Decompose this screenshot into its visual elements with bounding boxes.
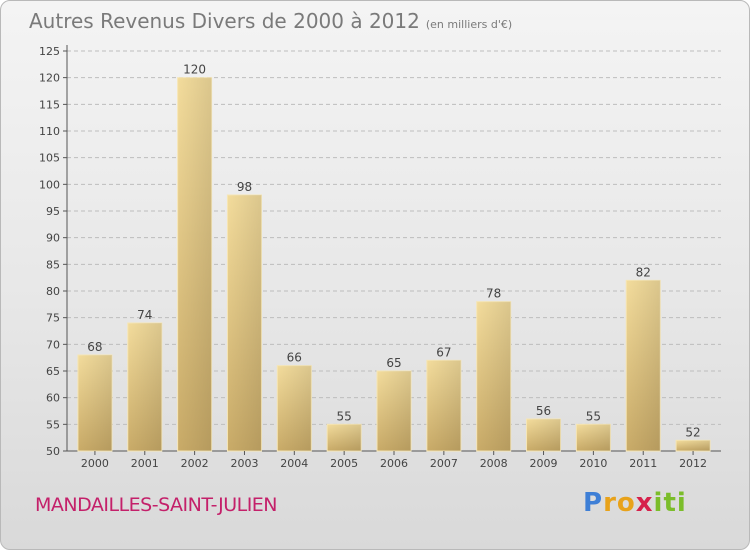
logo-letter: i (676, 488, 687, 518)
x-tick-label: 2005 (330, 457, 358, 470)
logo-letter: P (583, 488, 604, 518)
bar-shade (77, 355, 112, 451)
y-tick-label: 70 (46, 338, 60, 351)
x-tick-label: 2012 (679, 457, 707, 470)
data-label: 67 (436, 345, 451, 359)
data-label: 66 (287, 351, 302, 365)
x-tick-label: 2006 (380, 457, 408, 470)
proxiti-logo: Proxiti (583, 488, 687, 518)
data-label: 55 (337, 409, 352, 423)
y-tick-label: 85 (46, 258, 60, 271)
y-tick-label: 75 (46, 312, 60, 325)
bar-shade (227, 195, 262, 451)
y-tick-label: 50 (46, 445, 60, 458)
logo-letter: i (653, 488, 664, 518)
x-tick-label: 2009 (530, 457, 558, 470)
x-tick-label: 2011 (629, 457, 657, 470)
bar-shade (526, 419, 561, 451)
bar-shade (626, 280, 661, 451)
logo-letter: x (635, 488, 654, 518)
logo-letter: r (603, 488, 617, 518)
title-unit: (en milliers d'€) (425, 18, 513, 31)
bar-shade (177, 77, 212, 452)
data-label: 52 (685, 425, 700, 439)
x-tick-label: 2010 (579, 457, 607, 470)
x-tick-label: 2001 (131, 457, 159, 470)
bar-shade (277, 365, 312, 451)
y-tick-label: 65 (46, 365, 60, 378)
data-label: 120 (183, 63, 206, 77)
data-label: 56 (536, 404, 551, 418)
bar-shade (377, 371, 411, 451)
bar-shade (327, 424, 362, 451)
data-label: 78 (486, 287, 501, 301)
bar-shade (676, 440, 711, 451)
bar-shade (127, 323, 162, 451)
data-label: 82 (636, 265, 651, 279)
y-tick-label: 105 (39, 152, 60, 165)
commune-name: MANDAILLES-SAINT-JULIEN (35, 494, 278, 516)
x-tick-label: 2002 (181, 457, 209, 470)
y-tick-label: 125 (39, 45, 60, 58)
chart-title: Autres Revenus Divers de 2000 à 2012 (en … (29, 9, 512, 33)
x-tick-label: 2004 (280, 457, 308, 470)
data-label: 65 (386, 356, 401, 370)
y-tick-label: 90 (46, 232, 60, 245)
bar-shade (576, 424, 611, 451)
logo-letter: t (663, 488, 677, 518)
x-tick-label: 2003 (230, 457, 258, 470)
title-text: Autres Revenus Divers de 2000 à 2012 (29, 9, 420, 33)
bar-shade (476, 301, 511, 451)
logo-letter: o (616, 488, 636, 518)
y-tick-label: 60 (46, 392, 60, 405)
data-label: 74 (137, 308, 152, 322)
bar-shade (426, 360, 461, 451)
x-tick-label: 2008 (480, 457, 508, 470)
y-tick-label: 55 (46, 418, 60, 431)
y-tick-label: 100 (39, 178, 60, 191)
x-tick-label: 2000 (81, 457, 109, 470)
x-tick-label: 2007 (430, 457, 458, 470)
y-tick-label: 120 (39, 72, 60, 85)
y-tick-label: 80 (46, 285, 60, 298)
y-tick-label: 115 (39, 98, 60, 111)
data-label: 55 (586, 409, 601, 423)
y-tick-label: 110 (39, 125, 60, 138)
y-tick-label: 95 (46, 205, 60, 218)
data-label: 98 (237, 180, 252, 194)
data-label: 68 (87, 340, 102, 354)
